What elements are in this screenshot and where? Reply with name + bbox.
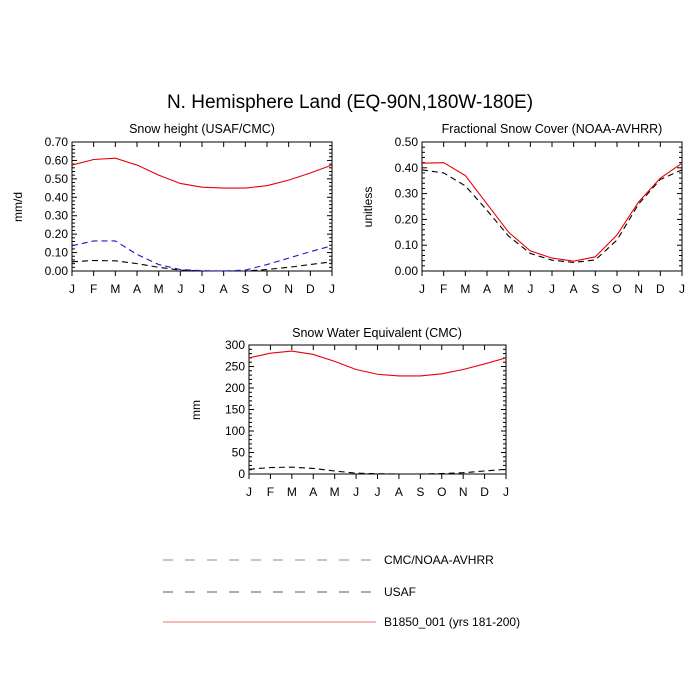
ytick-label-swe: 200 (225, 381, 245, 395)
xtick-label-swe: A (395, 485, 403, 499)
xtick-label-snow-cover: F (440, 282, 447, 296)
xtick-label-snow-cover: O (612, 282, 621, 296)
ytick-label-snow-cover: 0.10 (395, 238, 419, 252)
ytick-label-snow-height: 0.40 (45, 190, 69, 204)
xtick-label-swe: N (459, 485, 468, 499)
series-line-usaf-snow-height (71, 240, 333, 272)
xtick-label-snow-cover: A (570, 282, 578, 296)
xtick-label-snow-height: N (284, 282, 293, 296)
xtick-label-snow-height: J (69, 282, 75, 296)
ytick-label-snow-cover: 0.40 (395, 161, 419, 175)
ytick-label-snow-cover: 0.00 (395, 264, 419, 278)
xtick-label-snow-height: A (220, 282, 228, 296)
ytick-label-snow-cover: 0.30 (395, 187, 419, 201)
ytick-label-snow-cover: 0.20 (395, 212, 419, 226)
xtick-label-snow-height: S (241, 282, 249, 296)
xtick-label-swe: J (353, 485, 359, 499)
ylabel-snow-cover: unitless (361, 187, 375, 228)
panel-snow-height: Snow height (USAF/CMC) mm/d 0.00 0.10 0.20… (11, 122, 335, 296)
xtick-label-swe: J (503, 485, 509, 499)
xtick-label-swe: M (330, 485, 340, 499)
panel-title-snow-height: Snow height (USAF/CMC) (129, 122, 275, 136)
panel-title-snow-cover: Fractional Snow Cover (NOAA-AVHRR) (442, 122, 663, 136)
xtick-label-snow-height: D (306, 282, 315, 296)
ytick-label-snow-height: 0.50 (45, 172, 69, 186)
panel-swe: Snow Water Equivalent (CMC) mm 0 50 100 150… (189, 326, 509, 499)
xtick-label-swe: J (375, 485, 381, 499)
plot-frame-snow-cover (421, 141, 683, 272)
ytick-label-snow-height: 0.60 (45, 153, 69, 167)
series-line-obs-snow-cover (421, 169, 683, 264)
series-line-model-snow-height (71, 157, 333, 189)
xtick-label-snow-height: J (177, 282, 183, 296)
xtick-label-swe: S (416, 485, 424, 499)
xtick-label-snow-height: J (329, 282, 335, 296)
ytick-label-swe: 150 (225, 403, 245, 417)
xtick-label-snow-height: J (199, 282, 205, 296)
xtick-label-snow-cover: S (591, 282, 599, 296)
series-line-obs-snow-height (71, 259, 333, 272)
ytick-label-snow-height: 0.00 (45, 264, 69, 278)
xtick-label-snow-cover: J (679, 282, 685, 296)
plot-frame-snow-height (71, 141, 333, 272)
ytick-label-swe: 0 (238, 467, 245, 481)
ytick-label-snow-height: 0.20 (45, 227, 69, 241)
panel-snow-cover: Fractional Snow Cover (NOAA-AVHRR) unitl… (361, 122, 685, 296)
ytick-label-snow-cover: 0.50 (395, 135, 419, 149)
xtick-label-snow-cover: J (549, 282, 555, 296)
xtick-label-swe: M (287, 485, 297, 499)
ytick-label-snow-height: 0.30 (45, 209, 69, 223)
xtick-label-snow-cover: M (460, 282, 470, 296)
series-line-model-snow-cover (421, 162, 683, 262)
xtick-label-snow-cover: A (483, 282, 491, 296)
plot-frame-swe (248, 344, 507, 475)
figure-title: N. Hemisphere Land (EQ-90N,180W-180E) (167, 92, 533, 113)
panel-title-swe: Snow Water Equivalent (CMC) (292, 326, 462, 340)
series-line-obs-swe (248, 466, 507, 475)
legend-label-model: B1850_001 (yrs 181-200) (384, 615, 520, 629)
xtick-label-snow-height: F (90, 282, 97, 296)
xtick-label-swe: J (246, 485, 252, 499)
ylabel-swe: mm (189, 400, 203, 420)
ytick-label-swe: 100 (225, 424, 245, 438)
xtick-label-snow-height: O (262, 282, 271, 296)
xtick-label-snow-cover: N (634, 282, 643, 296)
legend-label-obs: CMC/NOAA-AVHRR (384, 553, 494, 567)
ytick-label-snow-height: 0.70 (45, 135, 69, 149)
ylabel-snow-height: mm/d (11, 192, 25, 222)
xtick-label-swe: D (480, 485, 489, 499)
xtick-label-snow-height: M (110, 282, 120, 296)
ytick-label-swe: 50 (232, 446, 246, 460)
ytick-label-swe: 300 (225, 338, 245, 352)
xtick-label-snow-height: A (133, 282, 141, 296)
xtick-label-swe: F (267, 485, 274, 499)
xtick-label-swe: A (309, 485, 317, 499)
legend-label-usaf: USAF (384, 585, 416, 599)
xtick-label-snow-cover: M (504, 282, 514, 296)
ytick-label-snow-height: 0.10 (45, 246, 69, 260)
xtick-label-swe: O (437, 485, 446, 499)
series-line-model-swe (248, 350, 507, 377)
xtick-label-snow-cover: J (419, 282, 425, 296)
xtick-label-snow-cover: D (656, 282, 665, 296)
ytick-label-swe: 250 (225, 360, 245, 374)
xtick-label-snow-height: M (154, 282, 164, 296)
xtick-label-snow-cover: J (527, 282, 533, 296)
legend: CMC/NOAA-AVHRR USAF B1850_001 (yrs 181-2… (163, 553, 520, 629)
